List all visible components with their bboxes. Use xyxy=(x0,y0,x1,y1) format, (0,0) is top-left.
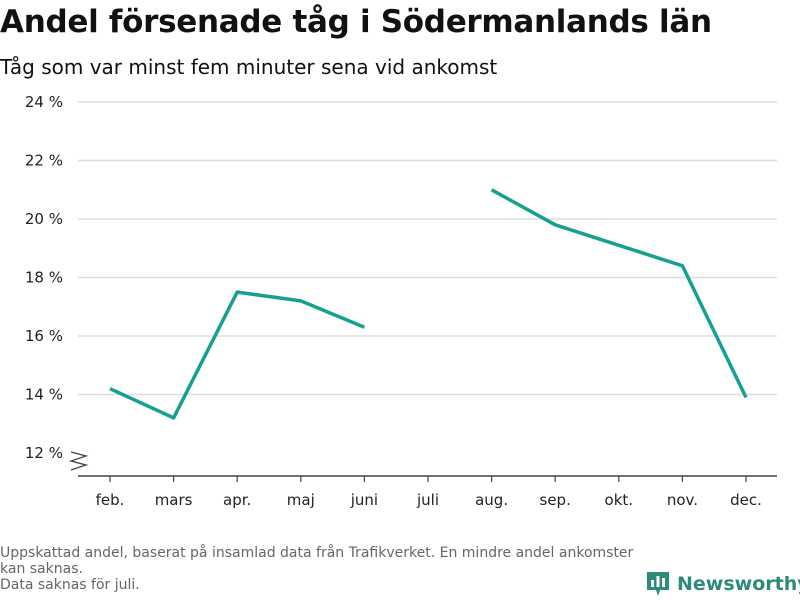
x-tick-label: aug. xyxy=(475,491,508,509)
y-tick-label: 12 % xyxy=(25,444,63,462)
y-tick-label: 20 % xyxy=(25,210,63,228)
y-tick-label: 14 % xyxy=(25,386,63,404)
axis-break-zigzag xyxy=(68,451,89,471)
x-tick-label: sep. xyxy=(540,491,571,509)
x-tick-label: dec. xyxy=(730,491,762,509)
axis-break-icon xyxy=(68,451,89,471)
x-axis: feb. mars apr. maj juni juli aug. sep. okt. nov. d… xyxy=(78,475,777,509)
y-tick-label: 16 % xyxy=(25,327,63,345)
y-tick-label: 18 % xyxy=(25,269,63,287)
y-axis-ticks: 12 % 14 % 16 % 18 % 20 % 22 % 24 % xyxy=(25,93,63,462)
line-chart: 12 % 14 % 16 % 18 % 20 % 22 % 24 % feb. mars apr… xyxy=(25,93,777,509)
newsworthy-logo-icon xyxy=(647,572,669,596)
footnote-line-1: Uppskattad andel, baserat på insamlad da… xyxy=(0,545,634,577)
brand-logo: Newsworthy xyxy=(645,570,800,598)
x-tick-label: okt. xyxy=(605,491,634,509)
x-tick-label: feb. xyxy=(96,491,125,509)
data-lines xyxy=(109,188,748,420)
x-tick-label: juli xyxy=(416,491,439,509)
x-tick-label: juni xyxy=(350,491,378,509)
chart-title: Andel försenade tåg i Södermanlands län xyxy=(0,4,712,40)
series-line-segment xyxy=(490,188,748,399)
series-line-segment xyxy=(109,290,366,420)
y-tick-label: 22 % xyxy=(25,152,63,170)
chart-footnote: Uppskattad andel, baserat på insamlad da… xyxy=(0,545,640,593)
x-tick-label: nov. xyxy=(667,491,698,509)
footnote-line-2: Data saknas för juli. xyxy=(0,577,140,593)
y-tick-label: 24 % xyxy=(25,93,63,111)
chart-subtitle: Tåg som var minst fem minuter sena vid a… xyxy=(0,55,498,79)
x-tick-label: apr. xyxy=(223,491,251,509)
x-tick-label: maj xyxy=(287,491,315,509)
grid-lines xyxy=(78,101,777,396)
brand-name: Newsworthy xyxy=(677,573,800,595)
x-tick-label: mars xyxy=(155,491,193,509)
